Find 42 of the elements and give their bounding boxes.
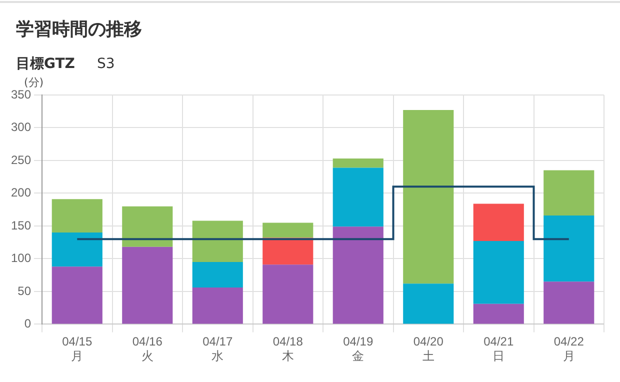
x-tick-label: 04/17 水	[202, 334, 233, 364]
bar	[403, 110, 454, 284]
bar	[544, 282, 594, 324]
bar	[122, 206, 173, 247]
bar	[262, 264, 314, 324]
x-tick-label: 04/22 月	[554, 334, 584, 364]
y-tick-label: 50	[18, 284, 32, 298]
bar	[473, 304, 524, 324]
bar	[473, 241, 524, 304]
bar	[332, 168, 384, 227]
bar	[192, 262, 243, 288]
bar	[192, 220, 243, 262]
y-tick-label: 300	[10, 120, 32, 134]
y-axis-title: (分)	[24, 75, 44, 90]
y-tick-label: 150	[10, 218, 32, 232]
bar	[52, 266, 102, 324]
x-tick-label: 04/19 金	[343, 334, 374, 364]
y-tick-label: 0	[24, 316, 32, 331]
text: S3	[96, 56, 115, 72]
bar	[544, 215, 594, 282]
chart-title: 学習時間の推移	[16, 18, 143, 41]
bar	[52, 199, 102, 233]
x-tick-label: 04/21 日	[484, 334, 514, 364]
x-tick-label: 04/16 火	[132, 334, 163, 364]
y-tick-label: 250	[10, 152, 32, 167]
chart-subtitle: 目標GTZ	[16, 56, 75, 72]
bar	[262, 238, 314, 265]
bar	[52, 232, 102, 267]
bar	[332, 158, 384, 168]
bar	[403, 284, 454, 324]
bar	[544, 170, 594, 216]
y-tick-label: 350	[10, 87, 32, 102]
bar	[262, 222, 314, 238]
y-tick-label: 200	[10, 186, 32, 200]
x-tick-label: 04/20 土	[413, 334, 444, 364]
x-tick-label: 04/15 月	[62, 334, 92, 364]
bar	[122, 246, 173, 324]
y-tick-label: 100	[10, 251, 32, 266]
x-tick-label: 04/18 木	[272, 334, 304, 364]
bar	[192, 288, 243, 324]
bar	[473, 204, 524, 242]
bar	[332, 226, 384, 324]
